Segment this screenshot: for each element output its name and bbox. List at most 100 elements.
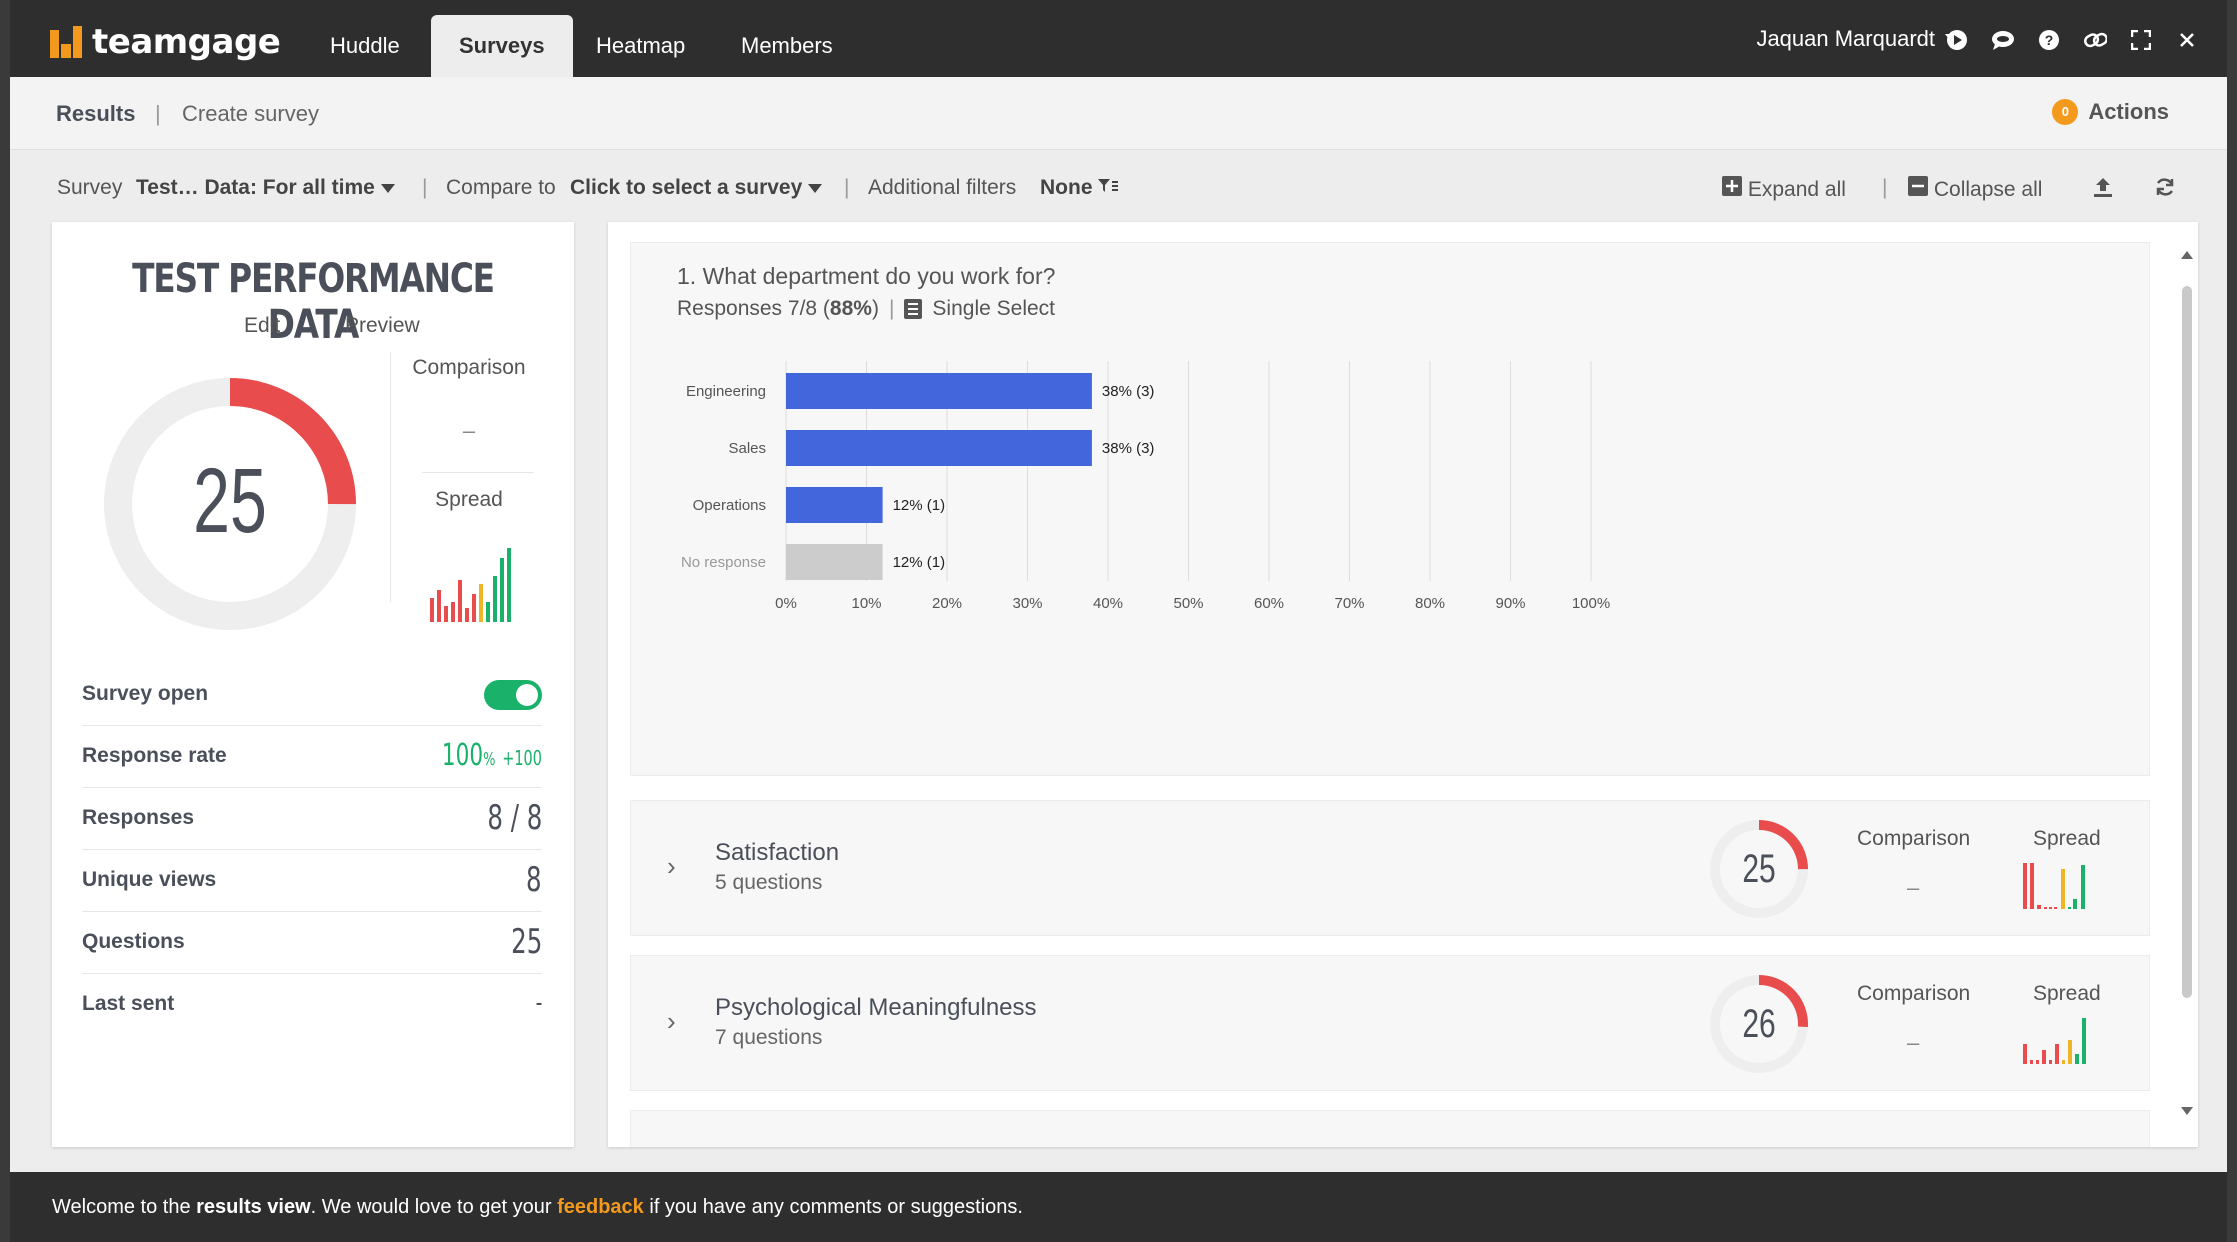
plus-square-icon (1722, 176, 1742, 196)
survey-open-toggle[interactable] (484, 680, 542, 710)
score-gauge: 25 (104, 378, 356, 630)
caret-down-icon (380, 184, 395, 193)
stat-response-rate: Response rate 100% +100 (82, 726, 542, 788)
stat-label: Unique views (82, 868, 217, 891)
stat-label: Questions (82, 930, 185, 953)
list-icon (904, 299, 923, 319)
scroll-down-icon[interactable] (2181, 1106, 2193, 1116)
spread-chart (430, 548, 511, 622)
tab-surveys[interactable]: Surveys (431, 15, 573, 77)
comparison-value: – (1907, 1030, 1920, 1055)
stat-label: Response rate (82, 744, 227, 767)
stat-last-sent: Last sent - (82, 974, 542, 1036)
edit-link[interactable]: Edit (244, 314, 281, 337)
x-tick-label: 60% (1254, 595, 1284, 612)
compare-select[interactable]: Click to select a survey (570, 176, 823, 200)
bar (786, 487, 883, 523)
top-navigation: teamgage Huddle Surveys Heatmap Members … (10, 0, 2227, 77)
stat-label: Survey open (82, 682, 209, 705)
footer-bold: results view (196, 1196, 311, 1218)
expand-all-button[interactable]: Expand all (1722, 176, 1846, 202)
comparison-label: Comparison (1857, 827, 1971, 850)
stat-survey-open: Survey open (82, 664, 542, 726)
actions-button[interactable]: 0 Actions (2052, 99, 2169, 125)
bar (786, 544, 883, 580)
section-satisfaction[interactable]: › Satisfaction 5 questions 25 Comparison… (630, 800, 2150, 936)
logo-icon (50, 26, 82, 58)
stat-responses: Responses 8 / 8 (82, 788, 542, 850)
responses-text: Responses 7/8 (88%) (677, 297, 879, 321)
tab-members[interactable]: Members (741, 33, 833, 58)
category-label: No response (681, 554, 766, 571)
scrollbar-thumb[interactable] (2182, 286, 2192, 998)
divider (422, 472, 534, 473)
category-label: Operations (693, 497, 766, 514)
x-tick-label: 80% (1415, 595, 1445, 612)
divider: | (1882, 176, 1888, 199)
filters-label: Additional filters (868, 176, 1017, 199)
preview-link[interactable]: Preview (345, 314, 420, 337)
stat-label: Responses (82, 806, 195, 829)
refresh-icon (2156, 178, 2174, 196)
help-icon[interactable]: ? (2037, 28, 2061, 52)
user-name: Jaquan Marquardt (1756, 25, 1935, 51)
divider: | (844, 176, 850, 199)
tab-huddle[interactable]: Huddle (330, 33, 400, 58)
filters-select[interactable]: None (1040, 176, 1119, 200)
create-survey-link[interactable]: Create survey (182, 101, 319, 126)
survey-summary-panel: TEST PERFORMANCE DATA Edit Preview 25 Co… (52, 222, 574, 1147)
collapse-all-button[interactable]: Collapse all (1908, 176, 2042, 202)
section-collapsed (630, 1110, 2150, 1147)
response-rate-value: 100% +100 (442, 738, 542, 773)
minus-square-icon (1908, 176, 1928, 196)
spread-label: Spread (435, 488, 503, 511)
compare-label: Compare to (446, 176, 556, 199)
x-tick-label: 70% (1334, 595, 1364, 612)
logo[interactable]: teamgage (50, 22, 281, 62)
data-label: 12% (1) (893, 554, 946, 571)
app-window: teamgage Huddle Surveys Heatmap Members … (10, 0, 2227, 1242)
sub-navigation: Results | Create survey 0 Actions (10, 77, 2227, 150)
scrollbar[interactable] (2178, 246, 2196, 1126)
score-value: 25 (193, 448, 267, 551)
results-link[interactable]: Results (56, 101, 136, 126)
export-button[interactable] (2092, 176, 2114, 204)
spread-chart (2023, 1018, 2086, 1064)
logo-text: teamgage (92, 22, 281, 62)
footer-text: . We would love to get your (310, 1196, 558, 1218)
footer-banner: Welcome to the results view. We would lo… (10, 1172, 2227, 1242)
close-icon[interactable] (2175, 28, 2199, 52)
survey-title: TEST PERFORMANCE DATA (132, 256, 495, 348)
feedback-link[interactable]: feedback (557, 1196, 644, 1218)
chevron-right-icon[interactable]: › (667, 1006, 676, 1036)
refresh-button[interactable] (2154, 176, 2176, 204)
chat-icon[interactable] (1991, 28, 2015, 52)
tab-heatmap[interactable]: Heatmap (596, 33, 686, 58)
spread-label: Spread (2033, 827, 2101, 850)
question-title: 1. What department do you work for? (677, 263, 1056, 289)
category-label: Sales (728, 440, 766, 457)
question-meta: Responses 7/8 (88%) | Single Select (677, 297, 1055, 321)
divider: | (155, 101, 161, 126)
section-score-gauge: 25 (1710, 820, 1808, 918)
survey-select[interactable]: Test… Data: For all time (136, 176, 395, 200)
divider: | (422, 176, 428, 199)
chevron-right-icon[interactable]: › (667, 851, 676, 881)
comparison-label: Comparison (1857, 982, 1971, 1005)
category-label: Engineering (686, 383, 766, 400)
question-card: 1. What department do you work for? Resp… (630, 242, 2150, 776)
section-psychological-meaningfulness[interactable]: › Psychological Meaningfulness 7 questio… (630, 955, 2150, 1091)
spread-chart (2023, 863, 2085, 909)
divider: | (888, 297, 895, 320)
fullscreen-icon[interactable] (2129, 28, 2153, 52)
toolbar-icons: ? (1945, 28, 2199, 52)
play-icon[interactable] (1945, 28, 1969, 52)
x-tick-label: 40% (1093, 595, 1123, 612)
question-type: Single Select (932, 297, 1055, 320)
user-menu[interactable]: Jaquan Marquardt (1756, 0, 1959, 77)
expand-all-label: Expand all (1747, 178, 1846, 201)
section-score: 26 (1742, 1002, 1775, 1046)
scroll-up-icon[interactable] (2181, 250, 2193, 260)
responses-pct: 88% (829, 297, 872, 320)
link-icon[interactable] (2083, 28, 2107, 52)
